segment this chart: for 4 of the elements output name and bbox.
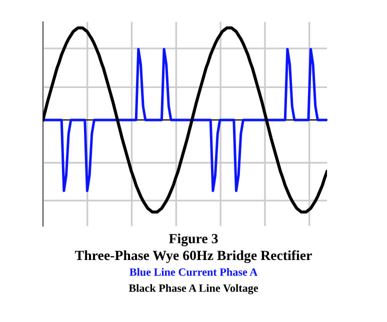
text: Black Phase A Line Voltage: [128, 284, 258, 294]
text: Figure 3: [168, 234, 218, 246]
text: Three-Phase Wye 60Hz Bridge Rectifier: [75, 250, 312, 264]
text: Blue Line Current Phase A: [130, 268, 258, 276]
